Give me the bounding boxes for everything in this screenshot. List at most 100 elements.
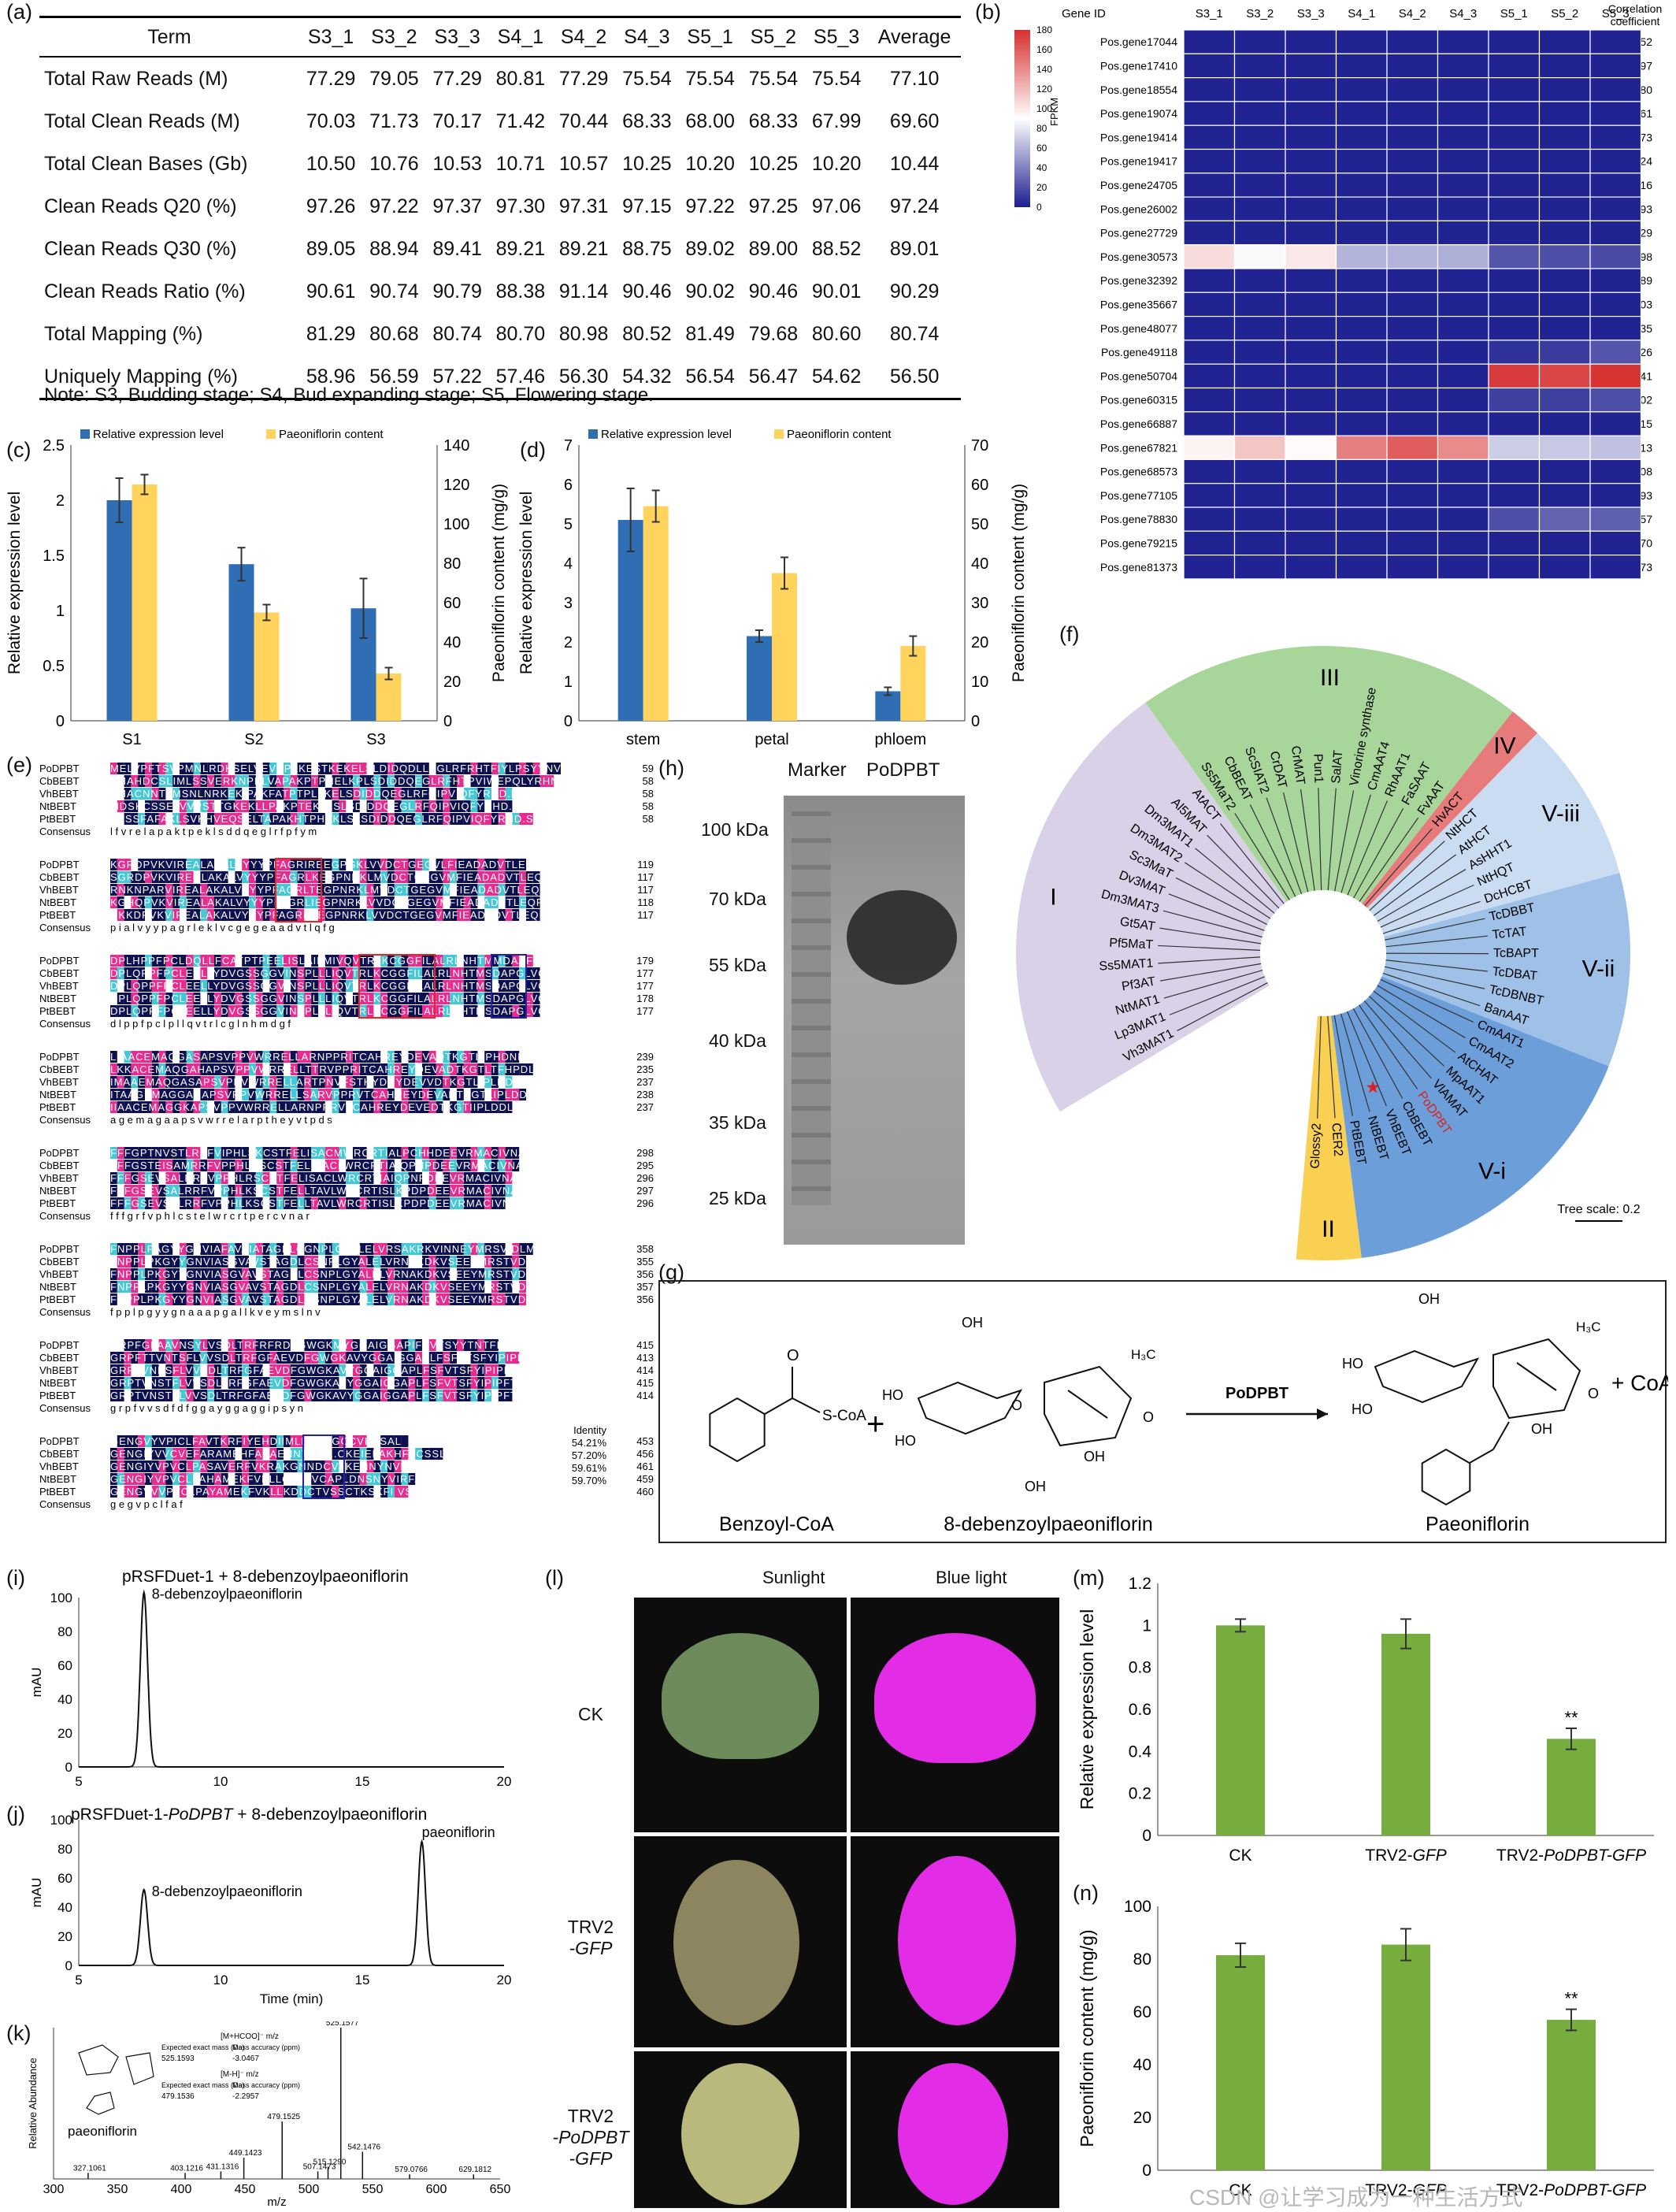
table-cell: 97.25 bbox=[742, 185, 805, 228]
y-tick: 0 bbox=[564, 713, 573, 730]
position-number: 358 bbox=[636, 1243, 654, 1255]
atom-ho: HO bbox=[882, 1387, 903, 1403]
heatmap-cell bbox=[1184, 30, 1235, 54]
leaf-icon bbox=[673, 1860, 799, 2025]
heatmap-cell bbox=[1235, 173, 1286, 197]
table-header: S3_2 bbox=[362, 17, 425, 58]
clade-label: V-iii bbox=[1542, 801, 1580, 827]
heatmap-cell bbox=[1590, 221, 1641, 244]
photo-gfp-sun bbox=[634, 1836, 847, 2047]
gene-label: Pos.gene77105 bbox=[1100, 489, 1177, 502]
heatmap-cell bbox=[1337, 197, 1388, 221]
heatmap-cell bbox=[1438, 459, 1489, 483]
heatmap-cell bbox=[1184, 531, 1235, 555]
species-label: PoDPBT bbox=[39, 1243, 80, 1255]
sequence: LIAACEMAQGASAPSVPPVWRRELLARNPPRITCAHREYD… bbox=[110, 1051, 553, 1063]
sequence: KGRDPVKVIREALAKALVYYYPFAGRIREEGPGKLVVDCT… bbox=[110, 859, 573, 870]
table-cell: Total Raw Reads (M) bbox=[39, 57, 299, 100]
atom-o: O bbox=[787, 1347, 799, 1364]
tree-leaf-label: Pf5MaT bbox=[1109, 937, 1154, 952]
legend-swatch bbox=[80, 429, 90, 439]
heatmap-cell bbox=[1184, 197, 1235, 221]
heatmap-cell bbox=[1285, 245, 1337, 269]
ms-peak-label: 403.1216 bbox=[170, 2164, 203, 2173]
product-name: Paeoniflorin bbox=[1426, 1513, 1530, 1535]
protein-band bbox=[847, 890, 957, 985]
heatmap-cell bbox=[1590, 340, 1641, 364]
heatmap-cell bbox=[1590, 388, 1641, 412]
heatmap-cell bbox=[1337, 388, 1388, 412]
heatmap-cell bbox=[1489, 150, 1540, 173]
x-tick: TRV2-PoDPBT-GFP bbox=[1496, 1846, 1646, 1865]
heatmap-cell bbox=[1590, 173, 1641, 197]
heatmap-cell bbox=[1387, 388, 1438, 412]
heatmap-cell bbox=[1438, 125, 1489, 149]
heatmap-cell bbox=[1590, 269, 1641, 292]
species-label: PoDPBT bbox=[39, 763, 80, 774]
table-cell: 90.01 bbox=[805, 270, 868, 313]
sequence: FNPPLPKGYYGNVIASGVAVSTAGDLCSNPLGYALELVRN… bbox=[110, 1293, 564, 1305]
y2-tick: 40 bbox=[443, 634, 461, 651]
position-number: 177 bbox=[636, 1005, 654, 1017]
tree-leaf-label: TcBAPT bbox=[1493, 947, 1539, 960]
heatmap-cell bbox=[1184, 364, 1235, 388]
heatmap-cell bbox=[1184, 317, 1235, 340]
heatmap-cell bbox=[1590, 292, 1641, 316]
heatmap-cell bbox=[1438, 436, 1489, 459]
heatmap-cell bbox=[1184, 436, 1235, 459]
table-cell: 79.05 bbox=[362, 57, 425, 100]
table-cell: 97.06 bbox=[805, 185, 868, 228]
position-number: 296 bbox=[636, 1172, 654, 1184]
heatmap-cell bbox=[1387, 507, 1438, 531]
identity-value: Identity bbox=[573, 1424, 606, 1436]
heatmap-cell bbox=[1285, 340, 1337, 364]
position-number: 59 bbox=[643, 763, 654, 774]
species-label: CbBEBT bbox=[39, 1256, 80, 1267]
heatmap-cell bbox=[1438, 388, 1489, 412]
heatmap-cell bbox=[1184, 459, 1235, 483]
table-cell: 75.54 bbox=[615, 57, 678, 100]
position-number: 453 bbox=[636, 1435, 654, 1447]
heatmap-cell bbox=[1438, 484, 1489, 507]
species-label: NtBEBT bbox=[39, 1473, 76, 1485]
heatmap-cell bbox=[1184, 484, 1235, 507]
heatmap-cell bbox=[1285, 388, 1337, 412]
colorbar-tick: 60 bbox=[1036, 143, 1048, 154]
consensus-label: Consensus bbox=[39, 1114, 91, 1126]
table-cell: 81.29 bbox=[299, 313, 362, 355]
heatmap-cell bbox=[1184, 292, 1235, 316]
heatmap-cell bbox=[1438, 317, 1489, 340]
species-label: VhBEBT bbox=[39, 1460, 79, 1472]
sequence: GRPFGFAAVNSYLVSDLTRFRFRDFGWGKMYGGAIGGAPI… bbox=[110, 1339, 535, 1351]
x-tick: TRV2-GFP bbox=[1365, 1846, 1446, 1865]
heatmap-cell bbox=[1590, 245, 1641, 269]
consensus-seq: f f f g r f v p h l c s t e l w r c r t … bbox=[110, 1210, 310, 1222]
table-cell: 10.57 bbox=[552, 143, 615, 185]
heatmap-cell bbox=[1184, 269, 1235, 292]
heatmap-cell bbox=[1337, 459, 1388, 483]
heatmap-cell bbox=[1438, 221, 1489, 244]
sequence: DPLQPPFPCLEELLYDVGSSGGVINSPLLLIQVTRLKCGG… bbox=[110, 980, 568, 992]
table-header: S5_3 bbox=[805, 17, 868, 58]
legend-label: Paeoniflorin content bbox=[279, 429, 384, 441]
table-cell: 70.03 bbox=[299, 100, 362, 143]
heatmap-cell bbox=[1337, 364, 1388, 388]
y-tick: 60 bbox=[57, 1658, 72, 1673]
y-tick: 3 bbox=[564, 595, 573, 612]
heatmap-cell bbox=[1489, 173, 1540, 197]
peak-label: paeoniflorin bbox=[422, 1824, 495, 1840]
table-cell: 75.54 bbox=[805, 57, 868, 100]
inset-text: 479.1536 bbox=[161, 2092, 195, 2101]
heatmap-cell bbox=[1184, 150, 1235, 173]
y-tick: 2 bbox=[564, 634, 573, 651]
colorbar-label: FPKM bbox=[1048, 98, 1060, 126]
y2-tick: 80 bbox=[443, 555, 461, 573]
y-axis-label: mAU bbox=[29, 1668, 44, 1698]
colorbar-tick: 0 bbox=[1036, 202, 1042, 213]
table-cell: 10.25 bbox=[615, 143, 678, 185]
heatmap-cell bbox=[1235, 555, 1286, 579]
heatmap-cell bbox=[1337, 531, 1388, 555]
heatmap-cell bbox=[1387, 459, 1438, 483]
table-cell: 97.22 bbox=[678, 185, 741, 228]
